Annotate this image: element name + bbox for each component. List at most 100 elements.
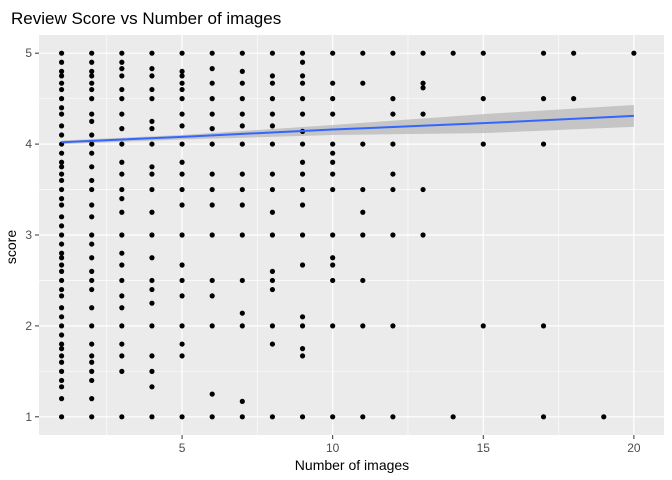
data-point bbox=[480, 323, 486, 329]
data-point bbox=[179, 232, 185, 238]
data-point bbox=[89, 214, 95, 220]
data-point bbox=[58, 96, 65, 102]
data-point bbox=[149, 186, 155, 193]
data-point bbox=[269, 141, 276, 147]
data-point bbox=[330, 111, 336, 117]
data-point bbox=[209, 80, 215, 86]
data-point bbox=[209, 277, 215, 284]
data-point bbox=[58, 177, 65, 184]
data-point bbox=[58, 232, 65, 238]
data-point bbox=[179, 202, 185, 208]
data-point bbox=[58, 262, 65, 268]
data-point bbox=[58, 359, 65, 365]
data-point bbox=[89, 353, 95, 359]
data-point bbox=[450, 414, 456, 420]
data-point bbox=[239, 414, 245, 420]
data-point bbox=[119, 341, 125, 347]
data-point bbox=[269, 268, 276, 274]
data-point bbox=[571, 96, 577, 102]
data-point bbox=[269, 414, 276, 420]
data-point bbox=[89, 232, 95, 238]
data-point bbox=[149, 73, 155, 79]
data-point bbox=[209, 293, 215, 299]
data-point bbox=[58, 68, 65, 74]
data-point bbox=[631, 50, 637, 56]
data-point bbox=[89, 323, 95, 329]
data-point bbox=[119, 262, 125, 268]
data-point bbox=[209, 232, 215, 238]
data-point bbox=[179, 323, 185, 329]
data-point bbox=[299, 323, 306, 329]
x-tick-label: 10 bbox=[326, 441, 340, 455]
data-point bbox=[149, 86, 155, 93]
data-point bbox=[179, 111, 185, 117]
data-point bbox=[119, 141, 125, 147]
data-point bbox=[299, 171, 306, 177]
data-point bbox=[269, 123, 276, 129]
data-point bbox=[58, 59, 65, 65]
data-point bbox=[390, 171, 396, 177]
data-point bbox=[269, 171, 276, 177]
data-point bbox=[179, 277, 185, 284]
data-point bbox=[119, 96, 125, 102]
data-point bbox=[89, 414, 95, 420]
y-axis-title: score bbox=[3, 230, 19, 264]
data-point bbox=[420, 50, 426, 56]
data-point bbox=[269, 286, 276, 293]
data-point bbox=[58, 323, 65, 329]
data-point bbox=[299, 111, 306, 117]
data-point bbox=[480, 50, 486, 56]
data-point bbox=[540, 323, 547, 329]
data-point bbox=[149, 171, 155, 177]
data-point bbox=[239, 277, 245, 284]
data-point bbox=[119, 277, 125, 284]
data-point bbox=[179, 141, 185, 147]
data-point bbox=[420, 111, 426, 117]
data-point bbox=[360, 209, 366, 215]
data-point bbox=[89, 241, 95, 247]
data-point bbox=[239, 96, 245, 102]
data-point bbox=[58, 332, 65, 338]
data-point bbox=[89, 202, 95, 208]
data-point bbox=[58, 123, 65, 129]
data-point bbox=[179, 262, 185, 268]
x-axis-title: Number of images bbox=[295, 457, 409, 473]
data-point bbox=[149, 50, 155, 56]
data-point bbox=[269, 186, 276, 193]
data-point bbox=[299, 186, 306, 193]
data-point bbox=[58, 202, 65, 208]
data-point bbox=[360, 414, 366, 420]
data-point bbox=[390, 414, 396, 420]
data-point bbox=[58, 384, 65, 390]
data-point bbox=[269, 73, 276, 79]
data-point bbox=[58, 186, 65, 193]
data-point bbox=[89, 368, 95, 374]
data-point bbox=[299, 73, 306, 79]
data-point bbox=[89, 359, 95, 365]
data-point bbox=[540, 50, 547, 56]
data-point bbox=[89, 68, 95, 74]
data-point bbox=[149, 126, 155, 132]
data-point bbox=[149, 277, 155, 284]
data-point bbox=[209, 111, 215, 117]
data-point bbox=[330, 80, 336, 86]
data-point bbox=[149, 286, 155, 293]
data-point bbox=[330, 186, 336, 193]
data-point bbox=[58, 214, 65, 220]
data-point bbox=[89, 73, 95, 79]
data-point bbox=[58, 196, 65, 202]
data-point bbox=[89, 268, 95, 274]
data-point bbox=[119, 232, 125, 238]
data-point bbox=[119, 126, 125, 132]
data-point bbox=[179, 123, 185, 129]
data-point bbox=[89, 50, 95, 56]
data-point bbox=[209, 171, 215, 177]
data-point bbox=[58, 80, 65, 86]
data-point bbox=[299, 262, 306, 268]
data-point bbox=[330, 141, 336, 147]
data-point bbox=[58, 353, 65, 359]
data-point bbox=[119, 323, 125, 329]
data-point bbox=[420, 232, 426, 238]
data-point bbox=[89, 96, 95, 102]
data-point bbox=[179, 80, 185, 86]
